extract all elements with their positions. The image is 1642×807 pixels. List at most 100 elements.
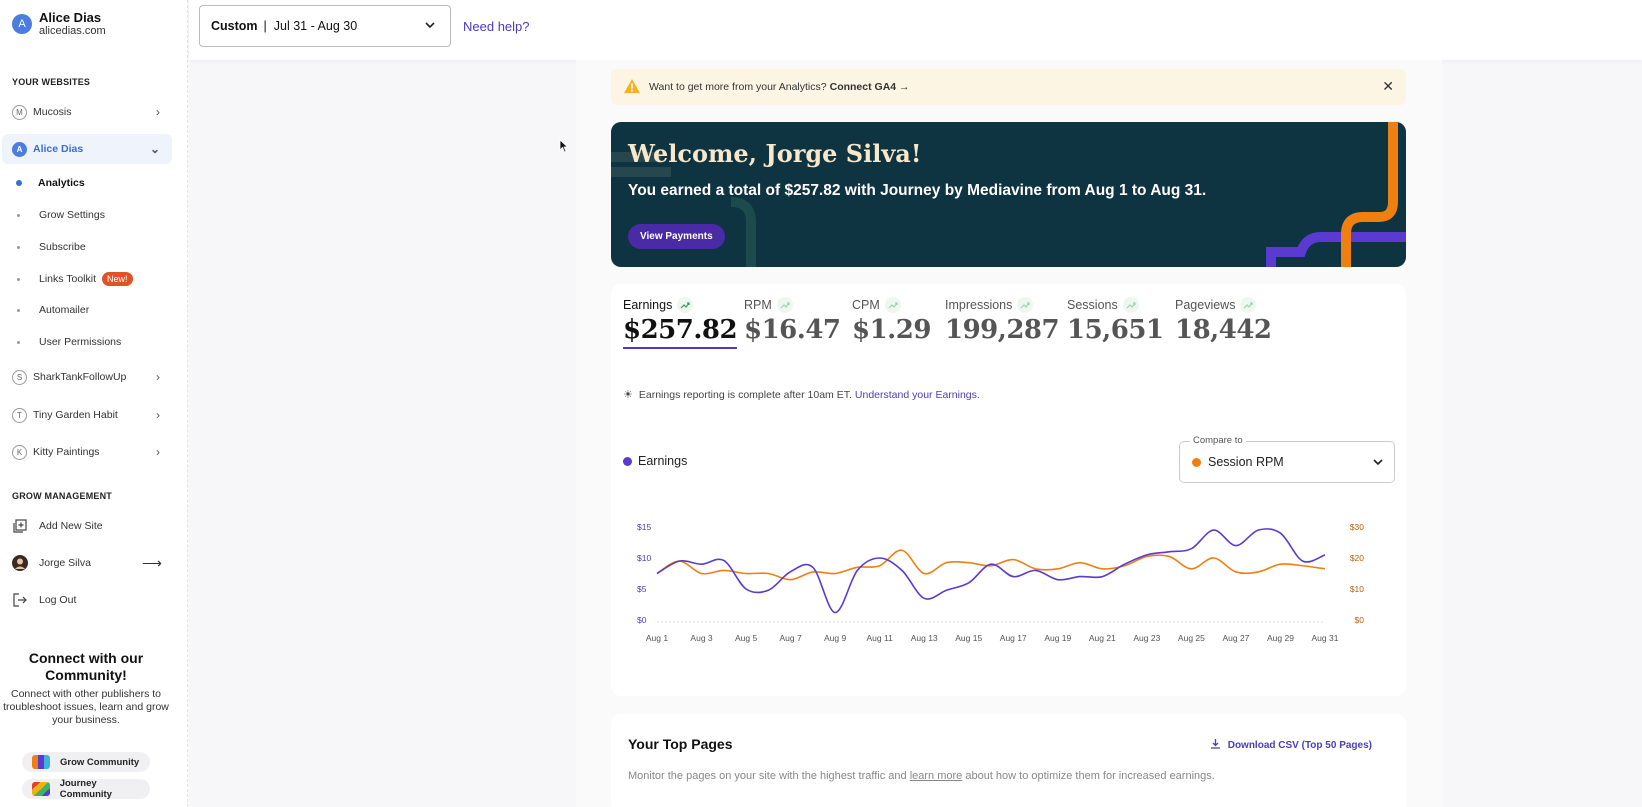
site-initial: A [12,141,27,157]
sidebar-site-kitty-paintings[interactable]: K Kitty Paintings › [2,437,172,467]
metric-label: Earnings [623,298,673,312]
metric-value: $1.29 [852,315,931,345]
site-name: Kitty Paintings [33,446,100,458]
legend-label: Earnings [638,454,688,468]
compare-label: Compare to [1190,435,1246,446]
x-tick-label: Aug 21 [1089,633,1116,643]
y-right-tick-label: $10 [1350,584,1364,594]
legend-swatch [623,456,632,466]
sidebar-site-sharktankfollowup[interactable]: S SharkTankFollowUp › [2,362,172,392]
sidebar-item-links-toolkit[interactable]: Links Toolkit New! [17,272,133,286]
sidebar-item-grow-settings[interactable]: Grow Settings [17,209,105,221]
download-label: Download CSV (Top 50 Pages) [1227,739,1372,751]
earnings-line-chart: $0 $5 $10 $15 $0 $10 $20 $30 Aug 1 Aug 3 Aug 5 Aug … [637,522,1365,643]
sidebar-site-mucosis[interactable]: M Mucosis › [2,97,172,127]
journey-logo-icon [32,782,50,796]
metric-value: $16.47 [744,315,841,345]
analytics-card: Earnings $257.82 RPM $16.47 CPM $1.29 Im… [611,284,1406,696]
y-right-tick-label: $0 [1355,615,1365,625]
sidebar-site-alice-dias[interactable]: A Alice Dias ⌄ [2,134,172,164]
x-tick-label: Aug 13 [911,633,938,643]
grow-logo-icon [32,755,50,769]
y-left-tick-label: $15 [637,522,651,532]
trend-up-icon [677,297,694,313]
top-pages-description: Monitor the pages on your site with the … [628,770,1215,782]
earnings-series-line [656,528,1326,614]
site-initial: T [12,407,27,423]
community-text: Connect with other publishers to trouble… [3,688,169,726]
chart-legend: Earnings [623,454,687,468]
chevron-right-icon: › [156,370,160,384]
learn-more-link[interactable]: learn more [909,770,963,782]
user-name: Jorge Silva [39,557,91,569]
arrow-right-icon: ⟶ [141,554,162,571]
sun-icon: ☀ [623,389,633,401]
sidebar-item-analytics[interactable]: Analytics [16,177,85,189]
compare-to-select[interactable]: Compare to Session RPM [1179,435,1395,483]
date-range-select[interactable]: Custom | Jul 31 - Aug 30 [199,5,451,47]
view-payments-button[interactable]: View Payments [628,224,725,249]
sidebar-item-label: User Permissions [39,336,122,348]
user-profile-link[interactable]: Jorge Silva ⟶ [12,555,162,571]
earnings-note: ☀ Earnings reporting is complete after 1… [623,388,980,402]
close-icon[interactable]: ✕ [1382,78,1394,94]
download-csv-button[interactable]: Download CSV (Top 50 Pages) [1210,738,1372,752]
desc-before: Monitor the pages on your site with the … [628,770,907,782]
metric-sessions[interactable]: Sessions 15,651 [1067,297,1164,345]
x-tick-label: Aug 19 [1044,633,1071,643]
grow-management-heading: GROW MANAGEMENT [12,491,112,501]
sidebar-item-user-permissions[interactable]: User Permissions [17,336,121,348]
account-header[interactable]: A Alice Dias alicedias.com [12,10,106,37]
sidebar-item-label: Automailer [39,304,90,316]
metric-label: Pageviews [1175,298,1236,312]
ga4-banner-text: Want to get more from your Analytics? [649,81,827,93]
sidebar-item-automailer[interactable]: Automailer [17,304,89,316]
log-out-button[interactable]: Log Out [12,592,162,608]
metric-cpm[interactable]: CPM $1.29 [852,297,931,345]
logout-icon [12,592,28,608]
metric-value: 18,442 [1175,315,1272,345]
new-badge: New! [102,272,133,286]
grow-community-button[interactable]: Grow Community [22,752,150,772]
trend-up-icon [1240,297,1257,313]
metric-pageviews[interactable]: Pageviews 18,442 [1175,297,1272,345]
top-pages-card: Your Top Pages Download CSV (Top 50 Page… [611,714,1406,807]
x-tick-label: Aug 9 [824,633,846,643]
date-range-value: Jul 31 - Aug 30 [273,19,358,33]
metric-impressions[interactable]: Impressions 199,287 [945,297,1060,345]
metric-value: $257.82 [623,315,738,345]
y-left-tick-label: $5 [637,584,647,594]
compare-swatch [1192,457,1201,467]
grow-community-label: Grow Community [60,756,140,768]
sidebar-item-label: Grow Settings [39,209,105,221]
mouse-cursor-icon [559,139,569,153]
need-help-link[interactable]: Need help? [463,19,530,34]
note-text: Earnings reporting is complete after 10a… [638,388,852,401]
metric-earnings[interactable]: Earnings $257.82 [623,297,738,349]
add-site-label: Add New Site [39,520,103,532]
welcome-title: Welcome, Jorge Silva! [628,139,922,168]
sidebar: A Alice Dias alicedias.com YOUR WEBSITES… [0,0,188,807]
chevron-down-icon: ⌄ [149,142,160,156]
site-name: Tiny Garden Habit [33,409,118,421]
community-panel: Connect with our Community! Connect with… [0,650,172,727]
add-new-site-button[interactable]: Add New Site [12,518,162,534]
top-pages-title: Your Top Pages [628,736,733,752]
trend-up-icon [1017,297,1034,313]
metric-rpm[interactable]: RPM $16.47 [744,297,841,345]
chevron-down-icon [1372,455,1384,473]
understand-earnings-link[interactable]: Understand your Earnings. [854,388,980,401]
connect-ga4-link[interactable]: Connect GA4 → [829,81,910,93]
account-name: Alice Dias [39,10,102,25]
trend-up-icon [884,297,901,313]
metric-value: 15,651 [1067,315,1164,345]
x-tick-label: Aug 17 [1000,633,1027,643]
trend-up-icon [1122,297,1139,313]
journey-community-button[interactable]: Journey Community [22,778,150,800]
metric-label: Impressions [945,298,1013,312]
metric-value: 199,287 [945,315,1060,345]
sidebar-site-tiny-garden-habit[interactable]: T Tiny Garden Habit › [2,400,172,430]
metric-label: CPM [852,298,880,312]
sidebar-item-subscribe[interactable]: Subscribe [17,241,86,253]
community-title: Connect with our Community! [28,650,144,683]
